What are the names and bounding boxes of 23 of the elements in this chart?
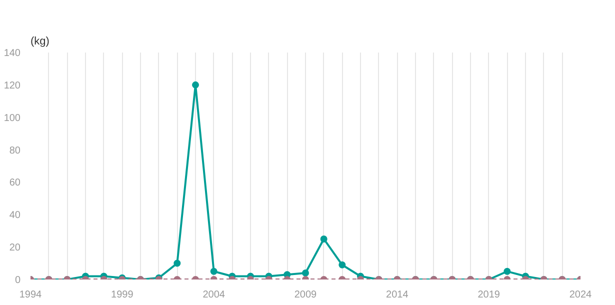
y-axis-title: (kg) (30, 36, 50, 48)
y-tick-label: 20 (9, 242, 21, 254)
y-tick-label: 120 (4, 80, 21, 92)
y-tick-label: 40 (9, 210, 21, 222)
x-tick-label: 2024 (569, 290, 592, 300)
point (320, 235, 328, 242)
point (302, 270, 309, 277)
y-tick-label: 60 (9, 178, 21, 189)
y-tick-label: 0 (14, 275, 21, 286)
x-tick-label: 2009 (294, 290, 318, 300)
x-tick-label: 2014 (386, 290, 409, 300)
y-tick-label: 100 (4, 112, 21, 124)
point (192, 81, 199, 88)
y-tick-label: 140 (4, 48, 21, 59)
point (504, 268, 511, 275)
x-tick-label: 1994 (19, 290, 42, 300)
point (210, 268, 218, 275)
point (174, 260, 181, 267)
point (338, 261, 346, 268)
y-tick-label: 80 (9, 145, 21, 156)
x-tick-label: 2019 (478, 290, 500, 300)
x-tick-label: 2004 (202, 290, 226, 300)
x-tick-label: 1999 (111, 290, 134, 300)
